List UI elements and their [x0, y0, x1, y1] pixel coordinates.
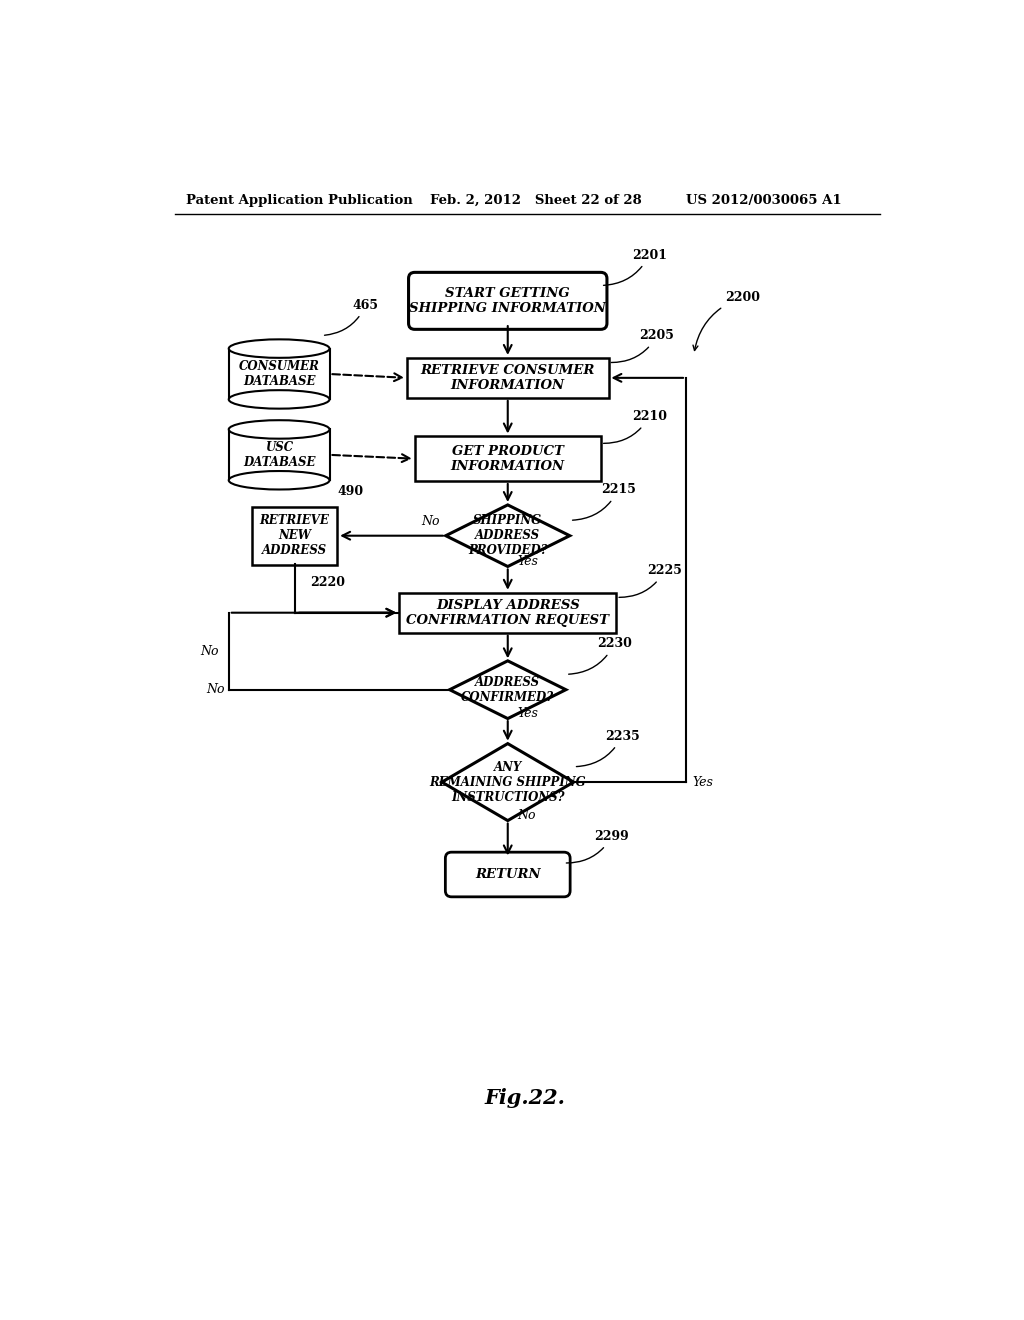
Text: Yes: Yes [517, 554, 538, 568]
Text: ANY
REMAINING SHIPPING
INSTRUCTIONS?: ANY REMAINING SHIPPING INSTRUCTIONS? [429, 760, 586, 804]
Text: 490: 490 [337, 484, 364, 498]
Bar [228, 330, 330, 348]
Ellipse shape [228, 420, 330, 438]
Bar [252, 507, 337, 565]
Text: ADDRESS
CONFIRMED?: ADDRESS CONFIRMED? [461, 676, 554, 704]
Text: No: No [200, 644, 219, 657]
Text: 2215: 2215 [572, 483, 636, 520]
Text: Yes: Yes [517, 706, 538, 719]
Text: 2210: 2210 [603, 411, 667, 444]
Ellipse shape [228, 471, 330, 490]
Text: 2299: 2299 [566, 830, 630, 863]
Text: 2230: 2230 [568, 638, 632, 675]
Text: Yes: Yes [692, 776, 713, 788]
Bar [228, 411, 330, 429]
Text: 2201: 2201 [603, 248, 667, 285]
FancyBboxPatch shape [445, 853, 570, 896]
Ellipse shape [228, 391, 330, 409]
Text: 465: 465 [325, 298, 379, 335]
Text: CONSUMER
DATABASE: CONSUMER DATABASE [239, 360, 319, 388]
Polygon shape [450, 661, 566, 718]
Text: 2225: 2225 [620, 564, 682, 598]
Text: 2235: 2235 [577, 730, 639, 767]
Text: START GETTING
SHIPPING INFORMATION: START GETTING SHIPPING INFORMATION [410, 286, 606, 315]
Bar [407, 358, 608, 397]
Text: RETRIEVE
NEW
ADDRESS: RETRIEVE NEW ADDRESS [260, 515, 330, 557]
Text: Feb. 2, 2012   Sheet 22 of 28: Feb. 2, 2012 Sheet 22 of 28 [430, 194, 642, 207]
Text: USC
DATABASE: USC DATABASE [243, 441, 315, 469]
Text: 2200: 2200 [693, 290, 760, 351]
Bar [228, 429, 330, 480]
Polygon shape [445, 506, 569, 566]
Text: Fig.22.: Fig.22. [484, 1088, 565, 1107]
Bar [228, 348, 330, 400]
Text: No: No [207, 684, 225, 696]
Text: No: No [421, 515, 439, 528]
Text: DISPLAY ADDRESS
CONFIRMATION REQUEST: DISPLAY ADDRESS CONFIRMATION REQUEST [407, 599, 609, 627]
Ellipse shape [228, 339, 330, 358]
Polygon shape [442, 743, 573, 821]
Text: GET PRODUCT
INFORMATION: GET PRODUCT INFORMATION [451, 445, 565, 473]
Text: Patent Application Publication: Patent Application Publication [186, 194, 413, 207]
Text: RETRIEVE CONSUMER
INFORMATION: RETRIEVE CONSUMER INFORMATION [421, 364, 595, 392]
Bar [415, 437, 601, 480]
Bar [399, 593, 616, 632]
Text: 2205: 2205 [611, 330, 675, 363]
Text: SHIPPING
ADDRESS
PROVIDED?: SHIPPING ADDRESS PROVIDED? [468, 515, 548, 557]
Text: US 2012/0030065 A1: US 2012/0030065 A1 [686, 194, 842, 207]
FancyBboxPatch shape [409, 272, 607, 330]
Text: RETURN: RETURN [475, 869, 541, 880]
Text: No: No [517, 809, 536, 822]
Text: 2220: 2220 [310, 576, 345, 589]
